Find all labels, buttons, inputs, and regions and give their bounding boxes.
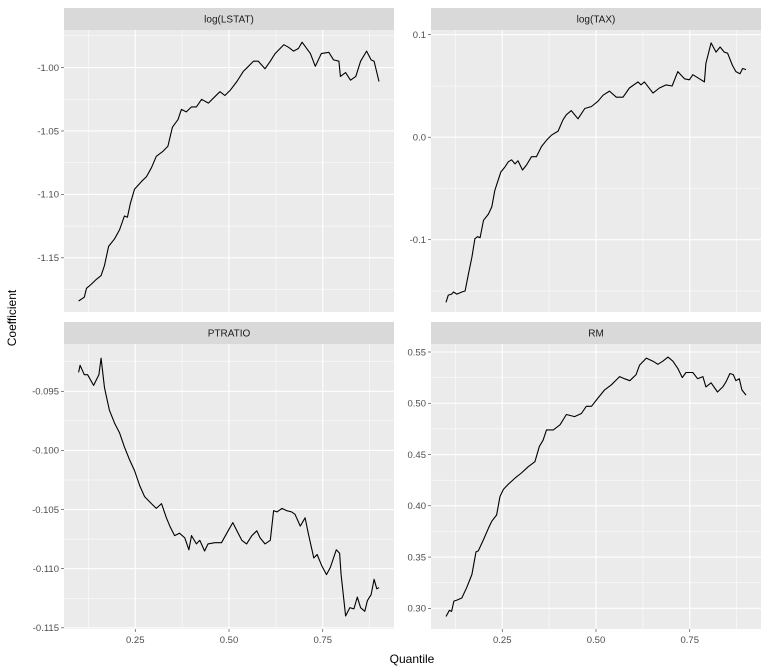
y-tick-label: 0.30 [408, 604, 427, 615]
facet-panel: log(LSTAT) -1.15 -1.10 -1.05 -1.00 [37, 8, 394, 312]
facet-strip [64, 322, 394, 344]
x-tick-label: 0.75 [314, 635, 333, 646]
y-tick-label: 0.45 [408, 450, 427, 461]
facet-strip [64, 8, 394, 30]
y-axis-title: Coefficient [5, 289, 19, 346]
y-tick-label: 0.40 [408, 501, 427, 512]
facet-strip-label: RM [588, 329, 604, 340]
y-tick-label: -1.00 [37, 63, 59, 74]
y-tick-label: -0.105 [32, 505, 59, 516]
y-tick-label: -1.05 [37, 126, 59, 137]
facet-panel: log(TAX) -0.1 0.0 0.1 [410, 8, 761, 312]
y-tick-label: 0.55 [408, 347, 427, 358]
coefficient-line [445, 356, 747, 617]
coefficient-line [445, 42, 747, 303]
facet-strip-label: PTRATIO [208, 329, 251, 340]
x-tick-label: 0.25 [126, 635, 145, 646]
y-tick-label: 0.1 [413, 30, 426, 41]
coefficient-line [78, 41, 380, 302]
y-tick-label: -0.115 [33, 623, 59, 634]
facet-strip-label: log(LSTAT) [204, 15, 254, 26]
y-tick-label: -0.100 [32, 446, 59, 457]
y-tick-label: -1.10 [37, 190, 59, 201]
coefficient-line [78, 357, 380, 617]
facet-strip-label: log(TAX) [577, 15, 616, 26]
y-tick-label: -1.15 [37, 253, 59, 264]
x-tick-label: 0.50 [587, 635, 606, 646]
facet-panel: PTRATIO 0.25 0.50 0.75 -0.115 -0.110 -0.105 -0.… [32, 322, 394, 646]
facet-strip [431, 8, 761, 30]
facet-strip [431, 322, 761, 344]
x-tick-label: 0.75 [681, 635, 700, 646]
y-tick-label: 0.50 [408, 399, 427, 410]
y-tick-label: -0.110 [33, 564, 59, 575]
facet-panel: RM 0.25 0.50 0.75 0.30 0.35 0.40 0.45 0.50 0.55 [408, 322, 761, 646]
y-tick-label: 0.35 [408, 552, 427, 563]
y-tick-label: -0.095 [32, 387, 59, 398]
x-tick-label: 0.50 [220, 635, 239, 646]
x-tick-label: 0.25 [493, 635, 512, 646]
y-tick-label: -0.1 [410, 235, 426, 246]
x-axis-title: Quantile [390, 652, 435, 666]
y-tick-label: 0.0 [413, 133, 426, 144]
